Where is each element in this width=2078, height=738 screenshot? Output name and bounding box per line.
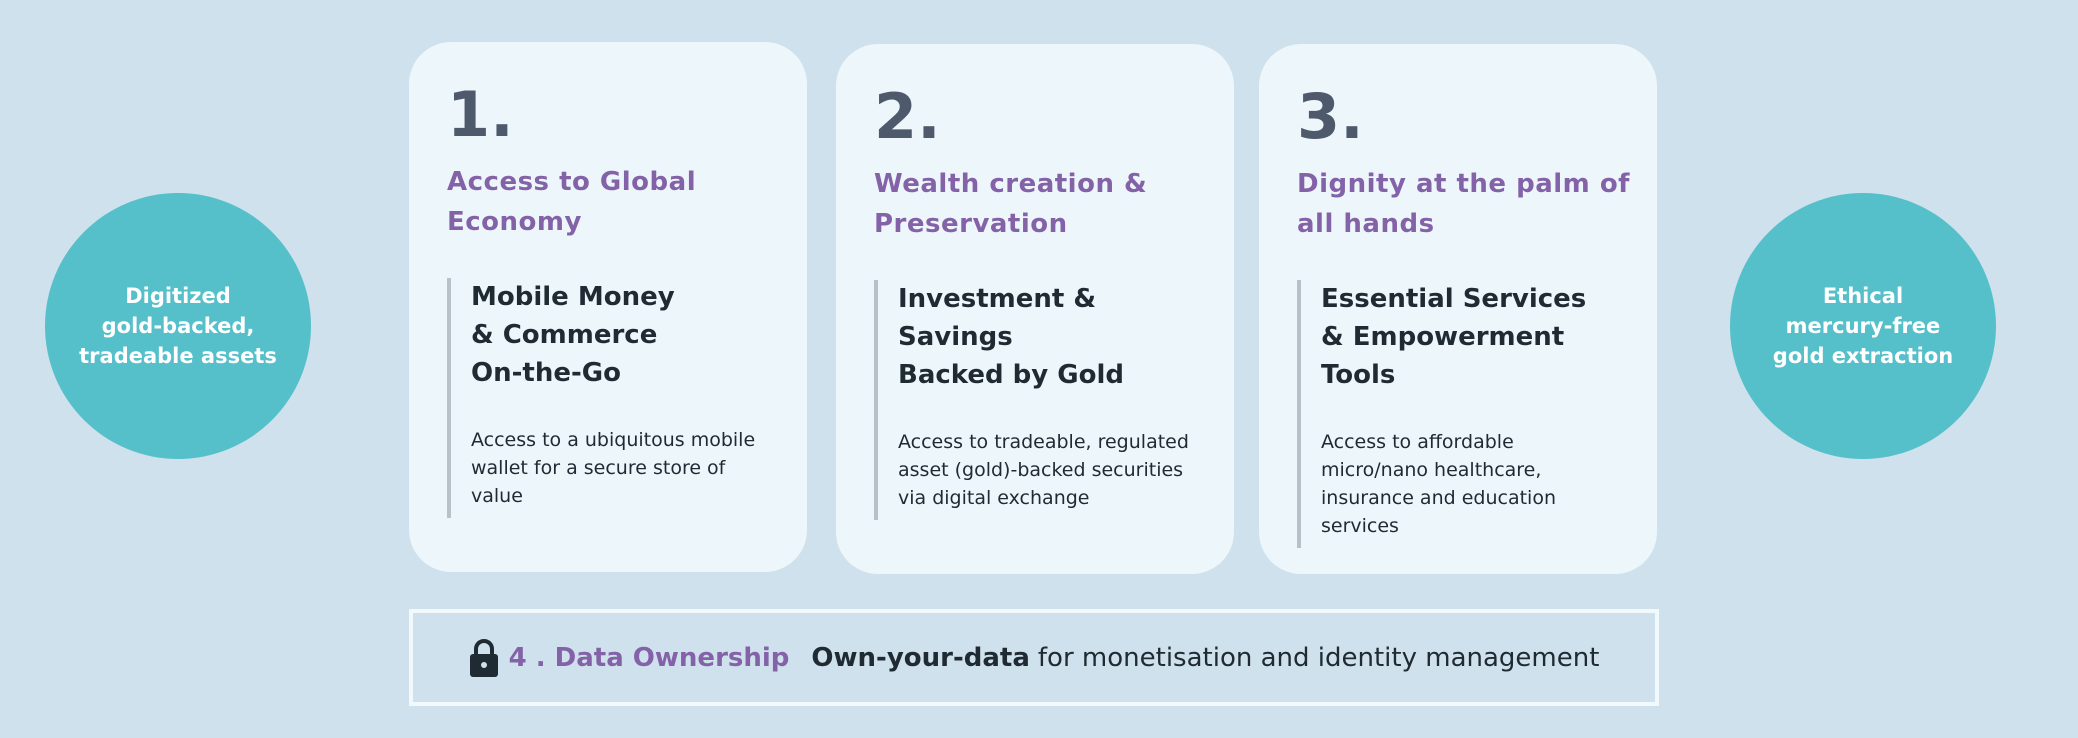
left-circle-text: Digitized gold-backed, tradeable assets — [79, 284, 277, 368]
data-ownership-banner: 4 . Data Ownership Own-your-data for mon… — [409, 609, 1659, 706]
data-ownership-text: for monetisation and identity management — [1037, 642, 1600, 673]
card-heading: Wealth creation & Preservation — [874, 169, 1148, 239]
right-circle: Ethical mercury-free gold extraction — [1730, 193, 1996, 459]
card-block: Mobile Money & Commerce On-the-Go Access… — [447, 278, 771, 518]
card-block: Essential Services & Empowerment Tools A… — [1297, 280, 1621, 548]
card-subheading: Mobile Money & Commerce On-the-Go — [471, 282, 675, 388]
card-subheading: Essential Services & Empowerment Tools — [1321, 284, 1587, 390]
data-ownership-title: 4 . Data Ownership — [508, 642, 790, 673]
card-3: 3. Dignity at the palm of all hands Esse… — [1259, 44, 1657, 574]
card-heading: Dignity at the palm of all hands — [1297, 169, 1630, 239]
right-circle-text: Ethical mercury-free gold extraction — [1772, 284, 1954, 368]
card-block: Investment & Savings Backed by Gold Acce… — [874, 280, 1198, 520]
card-body: Access to a ubiquitous mobile wallet for… — [471, 429, 756, 507]
lock-icon — [469, 638, 498, 677]
card-2: 2. Wealth creation & Preservation Invest… — [836, 44, 1234, 574]
left-circle: Digitized gold-backed, tradeable assets — [45, 193, 311, 459]
card-number: 3. — [1297, 80, 1364, 153]
card-heading: Access to Global Economy — [447, 167, 697, 237]
card-body: Access to affordable micro/nano healthca… — [1321, 431, 1556, 537]
card-number: 2. — [874, 80, 941, 153]
data-ownership-emphasis: Own-your-data — [811, 642, 1030, 673]
card-subheading: Investment & Savings Backed by Gold — [898, 284, 1125, 390]
card-body: Access to tradeable, regulated asset (go… — [898, 431, 1189, 509]
card-number: 1. — [447, 78, 514, 151]
card-1: 1. Access to Global Economy Mobile Money… — [409, 42, 807, 572]
